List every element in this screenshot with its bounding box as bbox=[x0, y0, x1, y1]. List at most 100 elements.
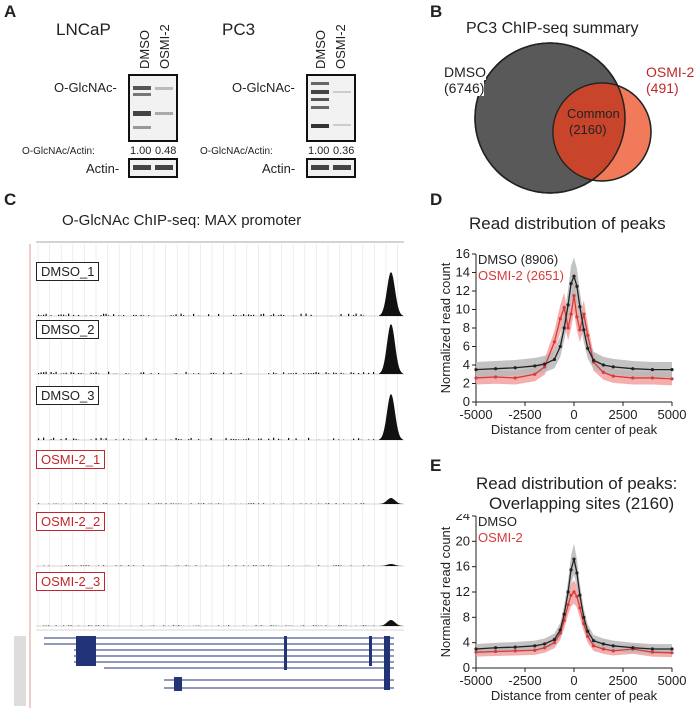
data-point-osmi bbox=[474, 376, 478, 380]
data-point-osmi bbox=[566, 326, 570, 330]
data-point-osmi bbox=[631, 376, 635, 380]
data-point-osmi bbox=[650, 650, 654, 654]
pc3-ratio-label: O-GlcNAc/Actin: bbox=[200, 146, 273, 157]
data-point-dmso bbox=[578, 305, 582, 309]
data-point-osmi bbox=[562, 306, 566, 310]
y-tick-label: 2 bbox=[463, 376, 470, 391]
data-point-osmi bbox=[650, 376, 654, 380]
data-point-osmi bbox=[586, 333, 590, 337]
venn-osmi-label: OSMI-2 bbox=[646, 64, 695, 80]
data-point-dmso bbox=[670, 647, 674, 651]
track-label-dmso-3: DMSO_3 bbox=[36, 386, 100, 405]
data-point-osmi bbox=[543, 365, 547, 369]
y-tick-label: 16 bbox=[456, 246, 470, 261]
panel-letter-c: C bbox=[4, 190, 17, 209]
chip-track-osmi-2-3 bbox=[36, 620, 404, 627]
data-point-osmi bbox=[601, 647, 605, 651]
pc3-blot-bands bbox=[311, 82, 351, 128]
track-label-dmso-1: DMSO_1 bbox=[36, 262, 100, 281]
venn-common-count: (2160) bbox=[569, 122, 607, 137]
chip-track-dmso-1 bbox=[36, 272, 404, 317]
x-tick-label: 5000 bbox=[658, 673, 687, 688]
data-point-dmso bbox=[474, 368, 478, 372]
data-point-dmso bbox=[513, 366, 517, 370]
data-point-osmi bbox=[601, 370, 605, 374]
y-tick-label: 10 bbox=[456, 302, 470, 317]
browser-title: O-GlcNAc ChIP-seq: MAX promoter bbox=[62, 212, 302, 229]
data-point-osmi bbox=[513, 649, 517, 653]
x-tick-label: -5000 bbox=[459, 673, 492, 688]
data-point-osmi bbox=[611, 374, 615, 378]
legend-dmso: DMSO (8906) bbox=[478, 252, 558, 267]
data-point-dmso bbox=[569, 282, 573, 286]
pc3-ratio-osmi: 0.36 bbox=[333, 145, 355, 157]
data-point-osmi bbox=[572, 590, 576, 594]
data-point-osmi bbox=[670, 377, 674, 381]
data-point-osmi bbox=[513, 376, 517, 380]
venn-title: PC3 ChIP-seq summary bbox=[466, 20, 639, 37]
data-point-osmi bbox=[533, 648, 537, 652]
lncap-actin-label: Actin- bbox=[86, 161, 120, 176]
data-point-osmi bbox=[533, 372, 537, 376]
y-tick-label: 14 bbox=[456, 265, 470, 280]
y-tick-label: 4 bbox=[463, 357, 470, 372]
pc3-lane-osmi: OSMI-2 bbox=[333, 24, 348, 69]
data-point-osmi bbox=[592, 644, 596, 648]
data-point-dmso bbox=[552, 637, 556, 642]
track-label-dmso-2: DMSO_2 bbox=[36, 320, 100, 339]
data-point-osmi bbox=[582, 622, 586, 626]
lncap-ratio-osmi: 0.48 bbox=[155, 145, 177, 157]
data-point-dmso bbox=[650, 647, 654, 651]
data-point-osmi bbox=[494, 649, 498, 654]
data-point-dmso bbox=[578, 593, 582, 597]
pc3-title: PC3 bbox=[222, 20, 256, 39]
data-point-osmi bbox=[552, 340, 556, 344]
data-point-dmso bbox=[650, 368, 654, 372]
legend-osmi: OSMI-2 (2651) bbox=[478, 268, 564, 283]
legend-osmi: OSMI-2 bbox=[478, 530, 523, 545]
y-tick-label: 0 bbox=[463, 660, 470, 675]
data-point-dmso bbox=[611, 644, 615, 648]
chip-track-osmi-2-2 bbox=[36, 564, 404, 567]
data-point-dmso bbox=[558, 628, 562, 632]
data-point-osmi bbox=[578, 606, 582, 610]
genome-browser bbox=[14, 236, 410, 708]
data-point-dmso bbox=[586, 346, 590, 350]
y-tick-label: 12 bbox=[456, 283, 470, 298]
x-axis-label: Distance from center of peak bbox=[491, 688, 658, 703]
y-tick-label: 20 bbox=[456, 533, 470, 548]
lncap-lane-osmi: OSMI-2 bbox=[157, 24, 172, 69]
data-point-dmso bbox=[575, 571, 579, 575]
data-point-dmso bbox=[631, 646, 635, 650]
venn-common-label: Common bbox=[567, 106, 620, 121]
y-tick-label: 24 bbox=[456, 514, 470, 523]
gene-annotation-track bbox=[14, 629, 404, 706]
lncap-lane-dmso: DMSO bbox=[137, 30, 152, 69]
data-point-dmso bbox=[670, 368, 674, 372]
track-label-osmi-2-3: OSMI-2_3 bbox=[36, 572, 106, 591]
data-point-dmso bbox=[631, 367, 635, 371]
data-point-dmso bbox=[582, 615, 586, 619]
venn-osmi-count: (491) bbox=[646, 80, 679, 96]
lncap-blot-bands bbox=[133, 86, 173, 129]
panel-letter-d: D bbox=[430, 190, 443, 209]
data-point-dmso bbox=[562, 326, 566, 330]
data-point-dmso bbox=[494, 646, 498, 650]
data-point-osmi bbox=[582, 312, 586, 316]
lncap-actin-blot bbox=[128, 158, 178, 178]
pc3-ogl-label: O-GlcNAc- bbox=[232, 80, 295, 95]
chip-track-dmso-3 bbox=[36, 394, 404, 441]
data-point-osmi bbox=[578, 328, 582, 332]
x-tick-label: -2500 bbox=[508, 673, 541, 688]
y-tick-label: 16 bbox=[456, 559, 470, 574]
data-point-osmi bbox=[572, 294, 576, 298]
data-point-osmi bbox=[569, 593, 573, 597]
data-point-dmso bbox=[592, 639, 596, 643]
data-point-dmso bbox=[601, 363, 605, 367]
pc3-ratio-dmso: 1.00 bbox=[308, 145, 330, 157]
legend-dmso: DMSO bbox=[478, 514, 517, 529]
y-tick-label: 8 bbox=[463, 320, 470, 335]
y-tick-label: 12 bbox=[456, 584, 470, 599]
data-point-dmso bbox=[533, 364, 537, 368]
